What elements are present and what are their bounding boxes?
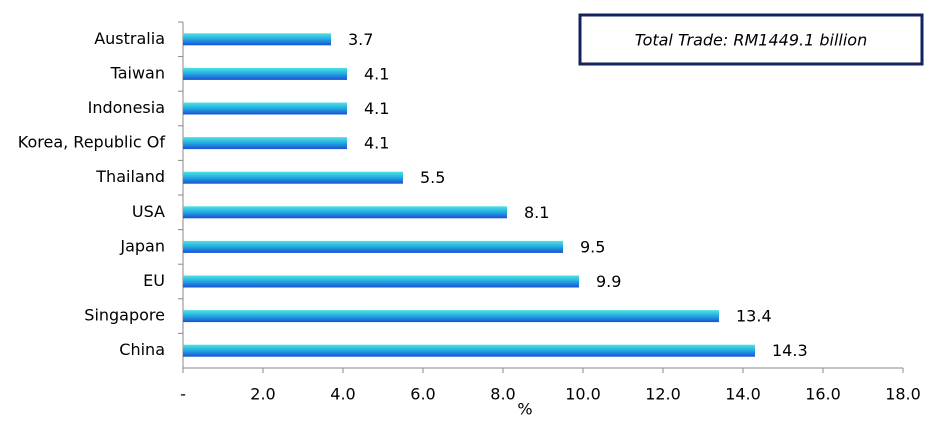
- bar: [183, 33, 331, 46]
- x-tick-label: 8.0: [490, 385, 515, 404]
- y-tick-label: Australia: [94, 29, 165, 48]
- value-label: 13.4: [736, 307, 772, 326]
- y-tick-label: Taiwan: [110, 63, 165, 82]
- x-tick-label: 16.0: [805, 385, 841, 404]
- bar: [183, 310, 719, 323]
- bar: [183, 344, 755, 357]
- x-tick-label: 10.0: [565, 385, 601, 404]
- x-tick-label: 2.0: [250, 385, 275, 404]
- y-tick-label: USA: [132, 202, 165, 221]
- bar: [183, 102, 347, 115]
- value-label: 14.3: [772, 341, 808, 360]
- value-label: 4.1: [364, 99, 389, 118]
- bar: [183, 206, 507, 219]
- y-tick-label: Thailand: [95, 167, 165, 186]
- x-tick-label: 4.0: [330, 385, 355, 404]
- x-tick-label: 18.0: [885, 385, 921, 404]
- y-tick-label: Singapore: [84, 306, 165, 325]
- y-tick-label: EU: [143, 271, 165, 290]
- value-label: 4.1: [364, 64, 389, 83]
- bar: [183, 137, 347, 150]
- x-tick-label: 6.0: [410, 385, 435, 404]
- x-tick-label: 12.0: [645, 385, 681, 404]
- annotation: Total Trade: RM1449.1 billion: [635, 31, 867, 50]
- value-label: 4.1: [364, 134, 389, 153]
- value-label: 3.7: [348, 30, 373, 49]
- x-tick-label: 14.0: [725, 385, 761, 404]
- value-label: 8.1: [524, 203, 549, 222]
- value-label: 9.5: [580, 237, 605, 256]
- y-tick-label: Japan: [119, 236, 165, 255]
- value-label: 9.9: [596, 272, 621, 291]
- bar: [183, 275, 579, 288]
- bar: [183, 240, 563, 253]
- bar: [183, 67, 347, 80]
- y-tick-label: Korea, Republic Of: [18, 133, 166, 152]
- y-tick-label: China: [119, 340, 165, 359]
- x-axis-label: %: [517, 400, 532, 419]
- x-tick-label: -: [180, 385, 186, 404]
- y-tick-label: Indonesia: [88, 98, 165, 117]
- annotation-box: [578, 13, 924, 66]
- bar: [183, 171, 403, 184]
- value-label: 5.5: [420, 168, 445, 187]
